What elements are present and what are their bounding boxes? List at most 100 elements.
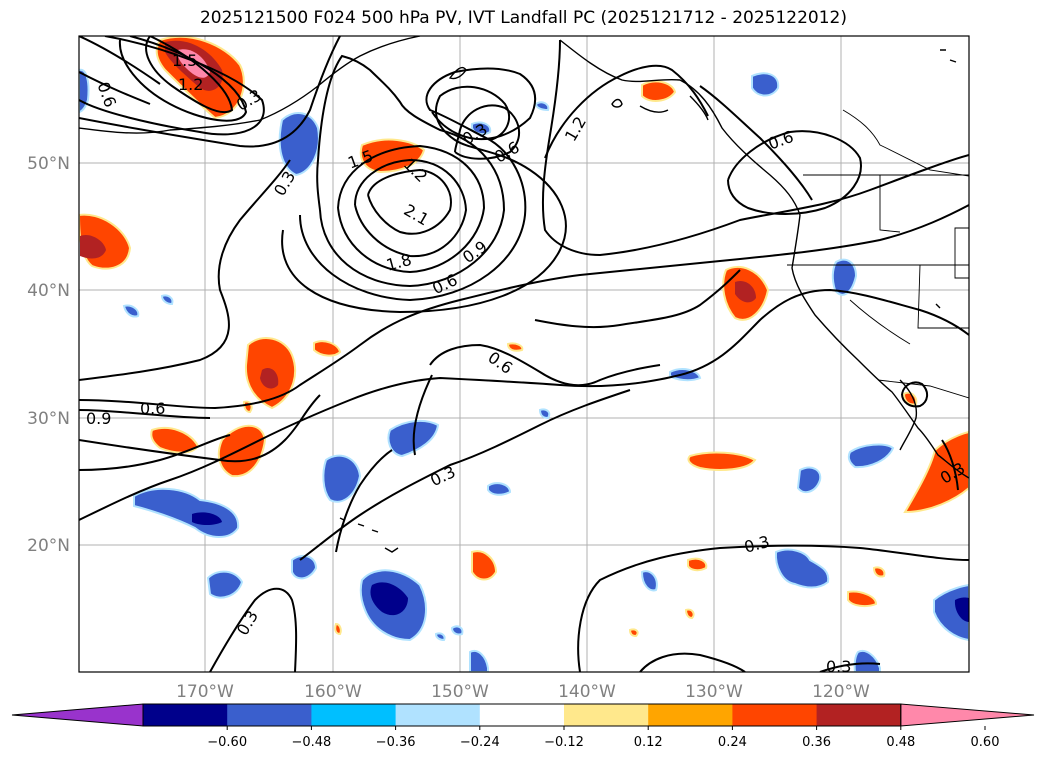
anomaly-patch: [260, 367, 279, 389]
anomaly-patch: [751, 72, 780, 97]
contour-line: [429, 343, 661, 387]
anomaly-patch: [872, 566, 886, 578]
colorbar-segment: [143, 704, 228, 726]
contour-line: [354, 158, 468, 258]
contour-line: [534, 269, 741, 329]
lat-tick-label: 50°N: [27, 154, 70, 174]
map-title: 2025121500 F024 500 hPa PV, IVT Landfall…: [199, 8, 847, 28]
pv-contours: [79, 36, 969, 672]
anomaly-patch: [471, 550, 498, 581]
contour-label: 1.2: [178, 75, 203, 94]
contour-line: [79, 288, 969, 521]
contour-line: [699, 85, 813, 201]
anomaly-patch: [902, 391, 918, 406]
colorbar-tick-label: −0.48: [291, 735, 331, 750]
contour-label: 1.5: [172, 51, 197, 70]
colorbar-extend-low: [11, 703, 144, 727]
colorbar-tick-label: −0.60: [207, 735, 247, 750]
contour-label: 0.9: [86, 409, 111, 428]
contour-line: [299, 389, 631, 561]
colorbar-tick-label: −0.24: [460, 735, 500, 750]
contour-line: [901, 381, 928, 408]
anomaly-patch: [322, 454, 362, 503]
lon-tick-label: 170°W: [176, 682, 234, 702]
anomaly-patch: [796, 466, 822, 494]
lon-tick-label: 140°W: [558, 682, 616, 702]
anomaly-patch: [506, 342, 524, 352]
anomaly-patch: [217, 424, 267, 478]
colorbar-segment: [479, 704, 565, 726]
contour-line: [639, 652, 746, 672]
contour-line: [299, 67, 537, 302]
contour-line: [541, 39, 969, 257]
contour-line: [819, 662, 881, 672]
colorbar-tick-label: −0.12: [544, 735, 584, 750]
colorbar-segment: [564, 704, 649, 726]
colorbar-tick-label: −0.36: [376, 735, 416, 750]
contour-line: [79, 36, 265, 136]
contour-line: [367, 168, 452, 235]
colorbar: −0.60 −0.48 −0.36 −0.24 −0.12 0.12 0.24 0.36 0.4…: [11, 703, 1035, 750]
lon-tick-label: 130°W: [685, 682, 743, 702]
lat-tick-label: 30°N: [27, 409, 70, 429]
anomaly-patch: [847, 590, 878, 608]
contour-line: [145, 36, 234, 114]
anomaly-patch: [687, 557, 708, 572]
anomaly-patch: [450, 625, 464, 636]
anomaly-patch: [278, 112, 320, 177]
contour-line: [79, 434, 231, 471]
contour-line: [335, 449, 393, 553]
anomaly-patch: [534, 101, 550, 112]
anomaly-patch: [847, 443, 895, 469]
lon-tick-labels: 170°W 160°W 150°W 140°W 130°W 120°W: [176, 682, 870, 702]
lon-tick-label: 160°W: [304, 682, 362, 702]
colorbar-segment: [311, 704, 397, 726]
anomaly-patch: [192, 512, 222, 525]
colorbar-segment: [648, 704, 733, 726]
contour-label: 0.3: [826, 657, 851, 676]
colorbar-tick-label: 0.36: [802, 735, 831, 750]
contour-line: [727, 130, 862, 215]
colorbar-segment: [395, 704, 481, 726]
contour-label: 0.6: [140, 399, 165, 418]
anomaly-patch: [538, 408, 551, 420]
anomaly-patch: [291, 554, 318, 580]
colorbar-frame: [142, 703, 902, 727]
contour-line: [316, 54, 506, 288]
contour-line: [337, 144, 486, 274]
anomaly-patch: [160, 294, 174, 306]
anomaly-patch: [370, 582, 408, 616]
contour-line: [79, 409, 211, 419]
contour-line: [577, 544, 969, 672]
contour-line: [79, 159, 291, 381]
anomaly-patch: [774, 548, 830, 589]
anomaly-patch: [954, 597, 969, 622]
anomaly-patch: [313, 340, 342, 357]
colorbar-segment: [227, 704, 312, 726]
anomaly-patch: [831, 258, 858, 296]
contour-line: [79, 204, 969, 410]
anomaly-patch: [334, 622, 342, 636]
lat-tick-label: 40°N: [27, 281, 70, 301]
lon-tick-label: 150°W: [431, 682, 489, 702]
negative-anomalies: [79, 68, 969, 672]
anomaly-patch: [122, 304, 140, 318]
contour-line: [209, 587, 298, 672]
anomaly-patch: [487, 482, 512, 496]
lon-tick-label: 120°W: [812, 682, 870, 702]
anomaly-patch: [684, 608, 695, 620]
anomaly-patch: [434, 632, 446, 642]
anomaly-patch: [641, 80, 677, 102]
contour-line: [79, 36, 161, 105]
anomaly-patch: [687, 451, 757, 471]
contour-line: [454, 104, 520, 160]
anomaly-patch: [206, 570, 244, 599]
anomaly-patch: [640, 570, 658, 592]
anomaly-patch: [628, 628, 639, 638]
contour-line: [941, 439, 959, 491]
colorbar-tick-label: 0.24: [718, 735, 747, 750]
colorbar-segment: [732, 704, 818, 726]
colorbar-segment: [816, 704, 902, 726]
colorbar-tick-label: 0.12: [634, 735, 663, 750]
